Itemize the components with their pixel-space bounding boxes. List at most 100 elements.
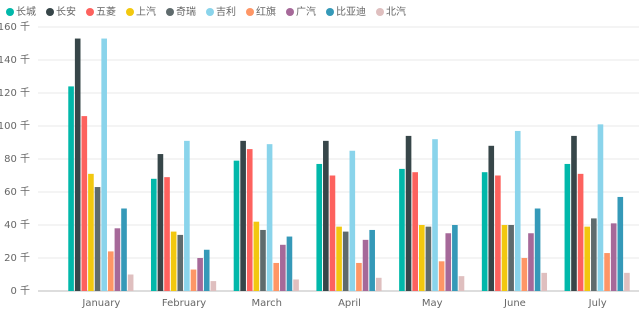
bar — [521, 258, 528, 291]
bar — [369, 229, 375, 291]
legend-swatch — [166, 8, 174, 16]
bar — [508, 225, 514, 291]
bar — [495, 175, 501, 291]
bar — [316, 163, 323, 291]
legend-label: 比亚迪 — [336, 6, 366, 18]
legend-swatch — [286, 8, 294, 16]
y-tick-label: 100 千 — [0, 120, 30, 132]
bar — [610, 223, 617, 291]
bar — [280, 244, 286, 291]
bar — [412, 172, 418, 291]
y-tick-label: 140 千 — [0, 54, 30, 66]
bar — [286, 236, 293, 291]
x-tick-label: May — [422, 298, 443, 309]
x-tick-label: January — [81, 298, 120, 309]
legend-swatch — [126, 8, 134, 16]
bar — [342, 231, 349, 291]
bar — [293, 279, 299, 291]
y-tick-label: 40 千 — [4, 219, 30, 231]
bar — [488, 145, 495, 291]
bar — [624, 272, 630, 291]
bar — [94, 187, 101, 291]
bar — [452, 225, 458, 291]
x-tick-label: July — [588, 298, 607, 309]
bar — [240, 140, 246, 291]
bar — [114, 228, 121, 291]
bar — [81, 116, 88, 291]
legend-swatch — [246, 8, 254, 16]
y-tick-label: 160 千 — [0, 21, 30, 33]
y-tick-label: 80 千 — [4, 153, 30, 165]
bar — [184, 140, 190, 291]
bar — [349, 150, 356, 291]
bar — [356, 262, 362, 291]
legend-swatch — [6, 8, 14, 16]
bar — [74, 38, 81, 291]
bar — [170, 231, 177, 291]
bar — [336, 226, 342, 291]
legend-label: 上汽 — [136, 5, 156, 18]
bar — [584, 226, 591, 291]
legend-swatch — [326, 8, 334, 16]
x-tick-label: March — [252, 298, 282, 309]
bar — [107, 251, 114, 291]
legend-swatch — [376, 8, 384, 16]
bar — [362, 239, 369, 291]
bar — [534, 208, 541, 291]
bar — [233, 160, 240, 291]
bar — [157, 154, 164, 291]
bar — [571, 135, 577, 291]
bar — [617, 196, 624, 291]
legend-label: 五菱 — [96, 6, 116, 18]
bar — [177, 234, 184, 291]
bar — [190, 269, 197, 291]
bar — [541, 272, 548, 291]
legend-label: 长城 — [16, 6, 36, 18]
y-tick-label: 20 千 — [4, 252, 30, 264]
legend-label: 吉利 — [216, 6, 236, 18]
bar — [203, 249, 210, 291]
bar — [246, 149, 253, 291]
bar — [481, 172, 488, 291]
bar — [399, 168, 405, 291]
bar — [438, 261, 445, 291]
bar — [528, 233, 534, 291]
x-tick-label: June — [503, 298, 526, 309]
bar — [405, 135, 412, 291]
bar — [425, 226, 432, 291]
legend-label: 长安 — [56, 5, 76, 18]
bar — [253, 221, 260, 291]
bar — [501, 225, 508, 291]
bar — [564, 163, 571, 291]
bar — [458, 276, 465, 291]
bar — [432, 139, 438, 291]
y-tick-label: 0 千 — [10, 285, 30, 297]
bar — [375, 277, 382, 291]
bar — [514, 130, 521, 291]
bar — [323, 140, 329, 291]
legend-label: 红旗 — [256, 5, 276, 18]
bar — [68, 86, 74, 292]
legend-label: 奇瑞 — [176, 5, 196, 18]
bar — [197, 258, 203, 291]
bar — [266, 144, 273, 291]
x-tick-label: February — [162, 298, 206, 309]
bar — [88, 173, 94, 291]
x-tick-label: April — [338, 298, 361, 309]
bar — [418, 225, 425, 291]
y-tick-label: 60 千 — [4, 186, 30, 198]
bar — [597, 124, 604, 291]
bar — [127, 274, 134, 291]
legend-swatch — [206, 8, 214, 16]
bar — [577, 173, 584, 291]
bar — [604, 253, 610, 291]
legend-swatch — [46, 8, 54, 16]
bar — [210, 281, 217, 291]
legend-label: 北汽 — [386, 5, 406, 18]
bar — [445, 233, 452, 291]
bar — [260, 229, 266, 291]
legend-label: 广汽 — [296, 5, 316, 18]
bar — [164, 177, 170, 291]
bar — [150, 178, 157, 291]
